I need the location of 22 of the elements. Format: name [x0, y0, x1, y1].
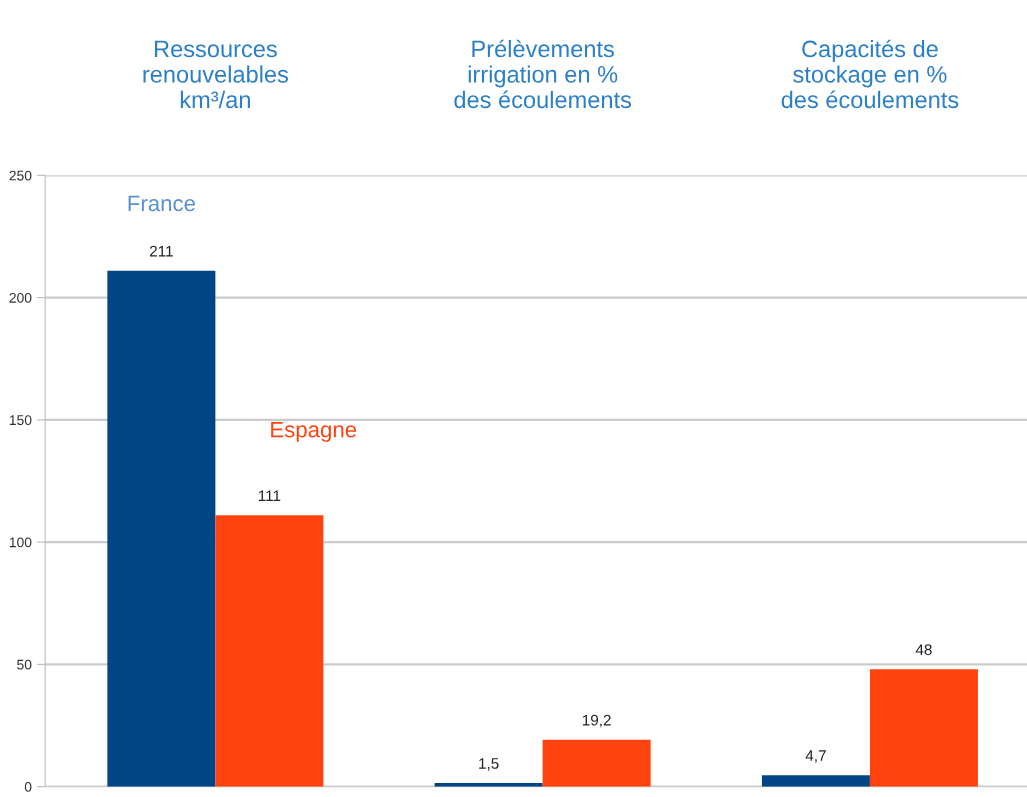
bar: [107, 270, 216, 787]
text: France: [128, 195, 195, 212]
data-label: 1,5: [479, 758, 499, 771]
data-label: 19,2: [582, 714, 611, 728]
data-label: 211: [149, 245, 173, 257]
x-tick-label: Prélèvements irrigation en % des écoulements: [454, 39, 632, 109]
y-tick-label: 100: [9, 537, 32, 548]
x-tick-label: Capacités de stockage en % des écoulements: [781, 39, 959, 109]
data-label: 48: [915, 644, 932, 656]
y-tick-label: 150: [9, 415, 32, 426]
y-tick-label: 250: [9, 170, 32, 181]
y-tick-label: 0: [24, 781, 32, 792]
bar: [761, 775, 870, 787]
bar: [542, 739, 651, 787]
x-tick-label: Ressources renouvelables km³/an: [143, 40, 289, 109]
data-label: 4,7: [805, 750, 826, 763]
bar: [869, 669, 978, 787]
y-tick-label: 50: [17, 659, 32, 670]
y-tick-label: 200: [9, 292, 32, 303]
bar: [215, 515, 324, 787]
data-label: 111: [258, 490, 281, 501]
text: Espagne: [271, 421, 357, 442]
